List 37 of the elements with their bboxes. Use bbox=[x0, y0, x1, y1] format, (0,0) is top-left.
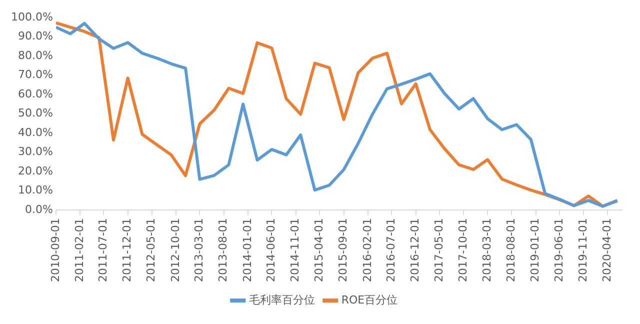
x-tick-label: 2010-09-01 bbox=[48, 218, 62, 282]
x-tick-label: 2014-06-01 bbox=[264, 218, 278, 282]
x-tick-label: 2011-12-01 bbox=[120, 218, 134, 282]
x-tick-label: 2018-08-01 bbox=[504, 218, 518, 282]
x-tick-label: 2015-04-01 bbox=[312, 218, 326, 282]
y-tick-label: 80.0% bbox=[18, 48, 53, 62]
y-tick-label: 60.0% bbox=[18, 87, 53, 100]
y-tick-label: 30.0% bbox=[18, 145, 53, 158]
y-tick-label: 50.0% bbox=[18, 106, 53, 120]
legend-label: ROE百分位 bbox=[341, 293, 398, 306]
x-tick-label: 2015-09-01 bbox=[336, 218, 350, 282]
x-tick-label: 2020-04-01 bbox=[600, 218, 614, 282]
y-tick-label: 100.0% bbox=[10, 10, 53, 24]
x-tick-label: 2019-06-01 bbox=[552, 218, 566, 282]
y-tick-label: 90.0% bbox=[18, 30, 53, 43]
x-tick-label: 2012-05-01 bbox=[144, 218, 158, 282]
x-tick-label: 2014-01-01 bbox=[240, 218, 254, 282]
x-tick-label: 2016-12-01 bbox=[408, 218, 422, 282]
x-tick-label: 2016-02-01 bbox=[360, 218, 374, 282]
y-tick-label: 20.0% bbox=[18, 164, 53, 178]
x-tick-label: 2017-10-01 bbox=[456, 218, 470, 282]
x-tick-label: 2011-02-01 bbox=[72, 218, 86, 282]
x-tick-label: 2016-07-01 bbox=[384, 218, 398, 282]
x-tick-label: 2014-11-01 bbox=[288, 218, 302, 282]
x-tick-label: 2013-08-01 bbox=[216, 218, 230, 282]
y-tick-label: 0.0% bbox=[24, 202, 53, 216]
y-tick-label: 70.0% bbox=[18, 68, 53, 82]
y-tick-label: 10.0% bbox=[18, 184, 53, 197]
x-tick-label: 2019-11-01 bbox=[576, 218, 590, 282]
x-tick-label: 2018-03-01 bbox=[480, 218, 494, 282]
x-tick-label: 2012-10-01 bbox=[168, 218, 182, 282]
x-tick-label: 2013-03-01 bbox=[192, 218, 206, 282]
legend-label: 毛利率百分位 bbox=[248, 293, 315, 306]
y-tick-label: 40.0% bbox=[18, 126, 53, 139]
x-tick-label: 2019-01-01 bbox=[528, 218, 542, 282]
x-tick-label: 2017-05-01 bbox=[432, 218, 446, 282]
x-tick-label: 2011-07-01 bbox=[96, 218, 110, 282]
